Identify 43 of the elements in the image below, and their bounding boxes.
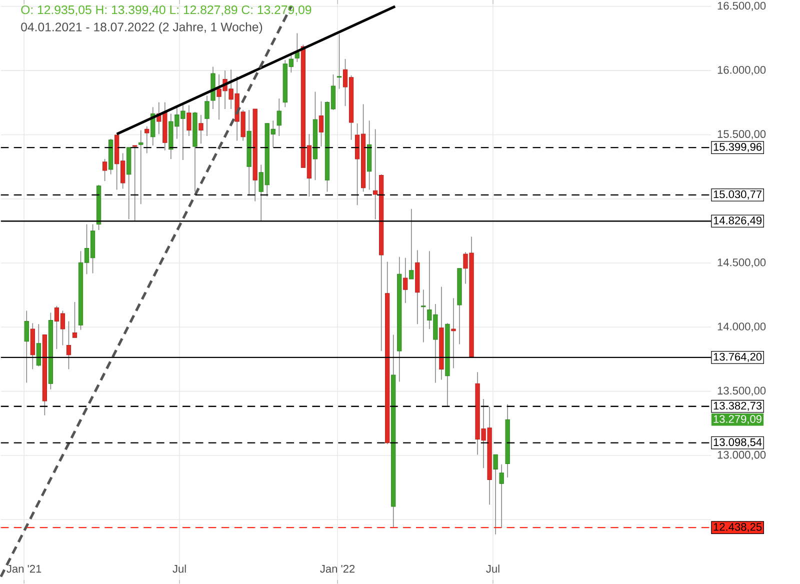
ref-line-label: 15.030,77: [714, 190, 762, 200]
candlestick: [24, 310, 29, 384]
candlestick: [493, 454, 498, 535]
candlestick: [421, 289, 426, 343]
text: 13.279,09: [714, 415, 762, 424]
candlestick: [318, 101, 324, 148]
candlestick: [294, 32, 300, 62]
y-tick-label: 14.000,00: [718, 322, 766, 332]
candlestick: [276, 98, 282, 136]
candlestick: [409, 208, 414, 280]
y-tick-label: 14.500,00: [718, 258, 766, 268]
candlestick: [36, 324, 41, 367]
chart-title: O: 12.935,05 H: 13.399,40 L: 12.827,89 C: 13.279,09: [21, 6, 312, 16]
text: 04.01.2021 - 18.07.2022 (2 Jahre, 1 Woche): [21, 22, 262, 34]
candlestick: [102, 158, 108, 182]
candlestick: [186, 104, 192, 136]
candlestick: [451, 298, 456, 369]
candlestick: [66, 320, 72, 370]
x-tick-label: Jul: [172, 564, 186, 573]
y-tick-label: 13.500,00: [718, 386, 766, 396]
x-tick-label: Jan '22: [320, 565, 355, 573]
ref-line-label: 13.382,73: [714, 402, 762, 412]
ref-line-label: 14.826,49: [714, 216, 762, 226]
ref-line-label: 15.399,96: [714, 143, 762, 152]
ref-line-label: 12.438,25: [714, 523, 762, 532]
ref-line-label: 13.764,20: [714, 352, 762, 362]
y-tick-label: 15.500,00: [718, 130, 766, 140]
candlestick: [499, 464, 504, 528]
x-tick-label: Jan '21: [6, 565, 42, 573]
y-tick-label: 16.000,00: [718, 66, 766, 76]
candlestick: [150, 106, 156, 146]
candlestick: [198, 114, 204, 144]
candlestick: [138, 130, 144, 205]
x-tick-label: Jul: [486, 564, 500, 573]
y-tick-label: 13.000,00: [718, 451, 766, 460]
candlestick: [144, 126, 150, 154]
y-tick-label: 16.500,00: [718, 2, 766, 12]
candlestick: [403, 258, 408, 304]
candlestick: [204, 95, 210, 136]
candlestick: [72, 302, 78, 338]
candlestick: [132, 145, 138, 222]
ref-line-label: 13.098,54: [714, 438, 762, 448]
candlestick: [336, 34, 342, 90]
